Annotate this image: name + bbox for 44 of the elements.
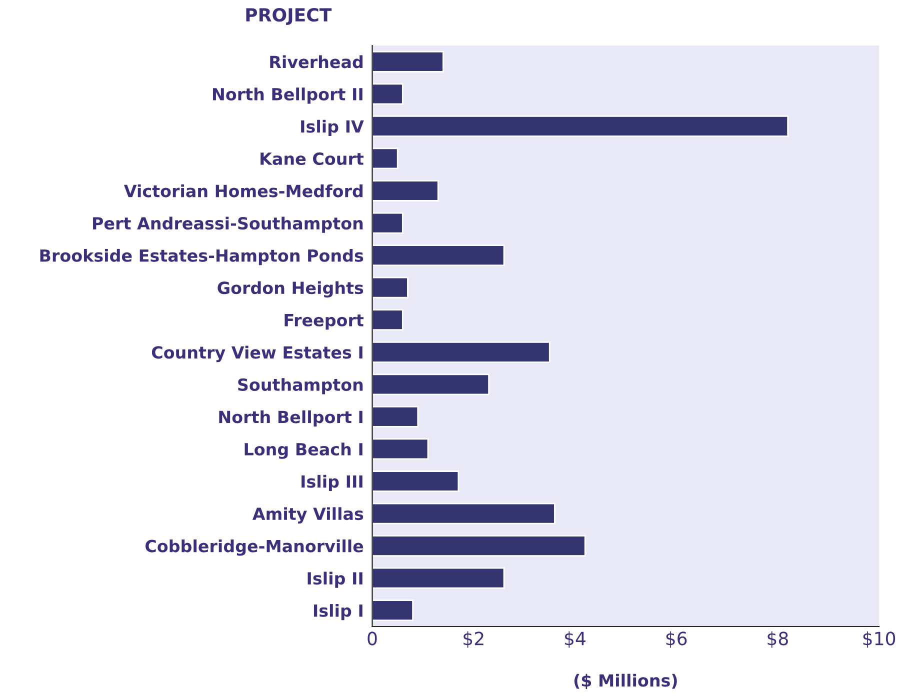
x-tick-label: $10 <box>863 631 896 648</box>
y-tick-label: Long Beach I <box>244 442 362 459</box>
bar <box>372 502 556 524</box>
y-tick-label: North Bellport II <box>213 88 362 104</box>
bar <box>372 406 419 428</box>
y-tick-label: Pert Andreassi-Southampton <box>93 216 363 233</box>
y-tick-label: Amity Villas <box>252 507 364 524</box>
bar <box>372 309 404 331</box>
y-axis-title: PROJECT <box>246 8 332 26</box>
y-tick-label: Riverhead <box>270 55 363 68</box>
bar <box>372 276 408 298</box>
bar <box>372 535 586 557</box>
y-tick-label: Cobbleridge-Manorville <box>146 539 364 556</box>
bar <box>372 567 505 589</box>
y-tick-label: Islip IV <box>301 120 364 136</box>
y-tick-label: Southampton <box>238 378 363 394</box>
x-tick-label: 0 <box>368 632 377 646</box>
bar <box>372 600 414 622</box>
bar <box>372 212 404 234</box>
x-axis-title: ($ Millions) <box>574 674 677 689</box>
y-tick-label: Country View Estates I <box>152 346 362 362</box>
bar <box>372 470 460 492</box>
x-tick-label: $8 <box>768 631 788 648</box>
bar <box>372 341 550 363</box>
x-tick-label: $2 <box>464 631 484 648</box>
bar <box>372 374 490 396</box>
bar <box>372 438 429 460</box>
y-tick-label: Islip III <box>302 474 362 492</box>
bar <box>372 148 398 170</box>
bar <box>372 244 505 266</box>
y-tick-label: Victorian Homes-Medford <box>124 184 363 198</box>
bar <box>372 83 404 105</box>
bar <box>372 115 789 137</box>
x-tick-label: $6 <box>666 631 687 648</box>
y-tick-label: Kane Court <box>260 152 364 166</box>
y-tick-label: Islip I <box>314 604 362 620</box>
y-tick-label: Brookside Estates-Hampton Ponds <box>40 248 364 266</box>
bar <box>372 50 444 72</box>
y-tick-label: Gordon Heights <box>218 281 364 298</box>
x-tick-label: $4 <box>564 631 586 648</box>
y-tick-label: Islip II <box>308 572 362 588</box>
y-tick-label: Freeport <box>284 314 364 330</box>
bar <box>372 180 439 202</box>
y-tick-label: North Bellport I <box>219 410 362 426</box>
